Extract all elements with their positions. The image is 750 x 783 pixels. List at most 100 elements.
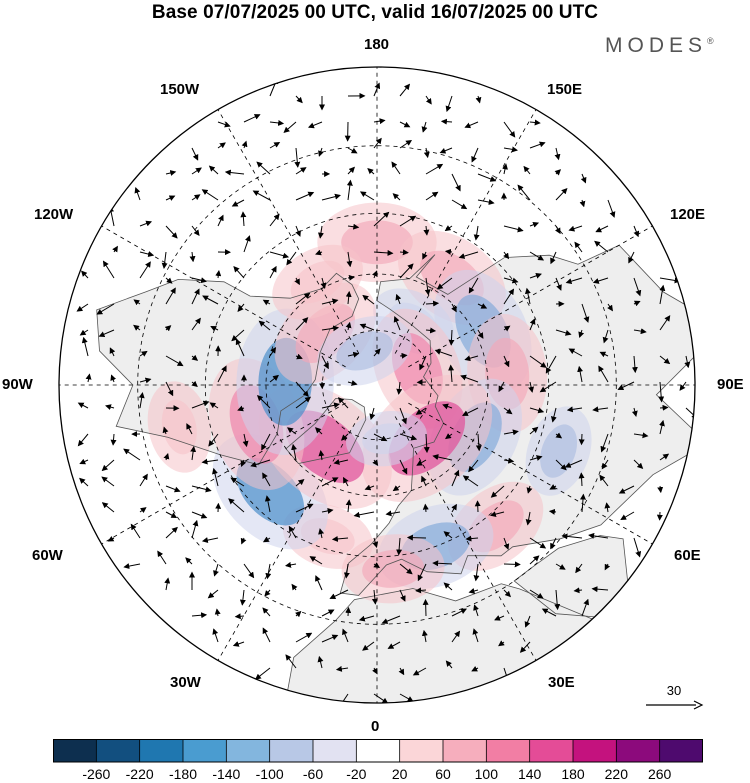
wind-vector <box>315 249 323 256</box>
colorbar-cell <box>226 739 270 762</box>
wind-vector <box>602 329 609 344</box>
wind-vector <box>555 329 572 336</box>
wind-vector <box>101 476 115 487</box>
vector-scale-arrow <box>646 700 704 710</box>
wind-vector <box>161 251 168 269</box>
colorbar-tick-label: -100 <box>255 766 284 782</box>
wind-vector <box>235 338 245 357</box>
wind-vector <box>130 523 141 539</box>
wind-vector <box>367 168 375 175</box>
wind-vector <box>425 191 439 201</box>
wind-vector <box>162 426 169 435</box>
wind-vector <box>165 277 173 284</box>
wind-vector <box>399 433 418 441</box>
wind-vector <box>76 303 89 312</box>
wind-vector <box>191 612 208 619</box>
wind-vector <box>529 407 545 414</box>
wind-vector <box>217 365 227 383</box>
wind-vector <box>347 274 355 281</box>
wind-vector <box>417 563 427 582</box>
anomaly-core <box>161 399 197 455</box>
wind-vector <box>443 531 453 539</box>
wind-vector <box>545 355 557 374</box>
wind-vector <box>335 665 349 672</box>
wind-vector <box>462 407 479 416</box>
wind-vector <box>315 575 323 591</box>
wind-vector <box>347 223 360 230</box>
chart-title: Base 07/07/2025 00 UTC, valid 16/07/2025… <box>151 2 599 23</box>
wind-vector <box>109 347 116 357</box>
wind-vector <box>165 355 184 367</box>
wind-vector <box>295 317 309 331</box>
wind-vector <box>262 299 271 306</box>
wind-vector <box>399 83 411 97</box>
wind-vector <box>448 364 455 383</box>
wind-vector <box>445 95 453 113</box>
wind-vector <box>523 165 531 175</box>
wind-vector <box>422 503 429 513</box>
wind-vector <box>448 329 455 346</box>
colorbar-tick-label: 140 <box>517 766 542 782</box>
wind-vector <box>529 119 541 126</box>
wind-vector <box>321 634 339 643</box>
wind-vector <box>490 485 505 498</box>
wind-vector <box>550 537 557 550</box>
wind-vector <box>261 433 271 451</box>
wind-vector <box>139 251 155 257</box>
wind-vector <box>243 563 255 579</box>
wind-vector <box>191 147 199 161</box>
wind-vector <box>564 459 583 468</box>
wind-vector <box>412 667 427 676</box>
wind-vector <box>419 355 427 371</box>
wind-vector <box>264 495 271 513</box>
wind-vector <box>241 140 248 149</box>
wind-vector <box>529 221 540 228</box>
wind-vector <box>295 503 314 513</box>
wind-vector <box>340 433 349 441</box>
vector-scale-label: 30 <box>666 683 682 698</box>
wind-vector <box>234 613 245 620</box>
colorbar-cell <box>529 739 574 762</box>
wind-vector <box>233 266 245 279</box>
wind-vector <box>578 472 585 487</box>
wind-vector <box>471 666 479 672</box>
wind-vector <box>101 459 115 472</box>
wind-vector <box>252 190 271 201</box>
wind-vector <box>209 402 219 409</box>
colorbar-cell <box>96 739 140 762</box>
wind-vector <box>577 365 584 383</box>
wind-vector <box>317 655 324 669</box>
wind-vector <box>432 560 453 567</box>
wind-vector <box>679 381 687 391</box>
wind-vector <box>465 535 479 542</box>
wind-vector <box>321 609 335 617</box>
wind-vector <box>295 381 309 397</box>
lon-label-60e: 60E <box>674 547 701 564</box>
wind-vector <box>212 628 219 643</box>
wind-vector <box>295 632 313 643</box>
wind-vector <box>265 563 272 580</box>
wind-vector <box>112 245 118 253</box>
wind-vector <box>399 589 406 602</box>
wind-vector <box>399 263 414 279</box>
wind-vector <box>599 351 609 358</box>
colorbar-tick-label: 60 <box>435 766 451 782</box>
wind-vector <box>373 562 381 568</box>
wind-vector <box>285 561 297 568</box>
wind-vector <box>416 459 427 466</box>
graticule <box>59 67 695 703</box>
wind-vector <box>554 589 561 611</box>
lon-label-30w: 30W <box>170 674 201 691</box>
wind-vector <box>139 220 153 227</box>
meridian-line <box>394 83 552 354</box>
wind-vector <box>529 251 545 261</box>
wind-vector <box>464 121 479 129</box>
wind-vector <box>529 555 540 565</box>
wind-vector <box>473 563 480 582</box>
wind-vector <box>451 173 461 192</box>
wind-vector <box>139 350 148 357</box>
wind-vector <box>580 493 586 513</box>
wind-vector <box>472 628 479 643</box>
wind-vector <box>217 214 224 227</box>
wind-vector <box>477 199 495 206</box>
